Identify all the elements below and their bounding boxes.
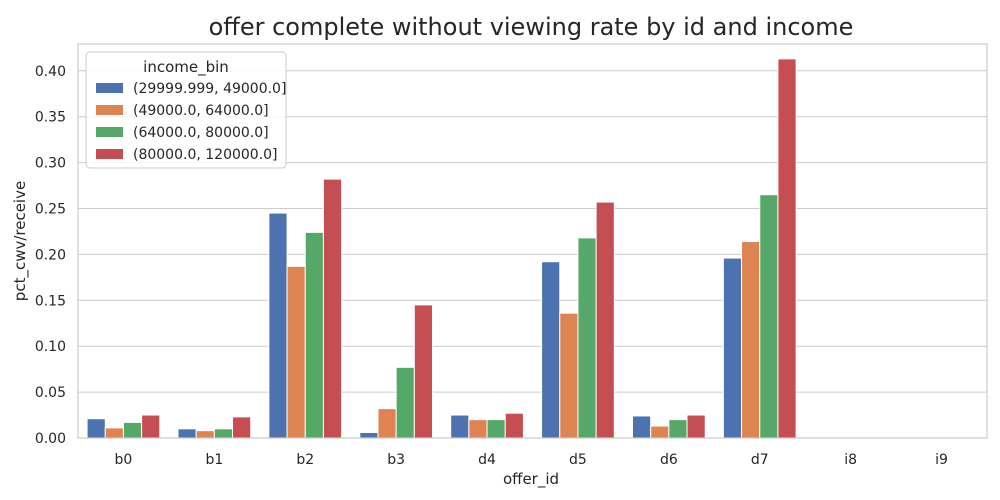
bar bbox=[486, 419, 506, 439]
bar bbox=[104, 427, 124, 439]
bar bbox=[595, 201, 615, 439]
legend-swatch bbox=[96, 105, 123, 115]
bar bbox=[413, 304, 434, 439]
bar bbox=[359, 431, 379, 439]
y-axis-ticks: 0.00 0.05 0.10 0.15 0.20 0.25 0.30 0.35 0.40 bbox=[35, 64, 66, 447]
chart-title: offer complete without viewing rate by i… bbox=[209, 13, 854, 41]
bar bbox=[541, 261, 561, 439]
x-tick-label: i8 bbox=[844, 452, 857, 468]
x-tick-label: b1 bbox=[205, 452, 223, 468]
x-tick-label: d7 bbox=[751, 452, 769, 468]
legend: income_bin (29999.999, 49000.0] (49000.0,… bbox=[85, 51, 287, 169]
bar bbox=[559, 312, 579, 439]
x-axis-label: offer_id bbox=[503, 470, 559, 489]
plot-frame bbox=[77, 43, 988, 439]
bar bbox=[286, 265, 306, 439]
y-tick-label: 0.15 bbox=[35, 293, 66, 309]
bar bbox=[195, 430, 215, 439]
bar bbox=[450, 414, 470, 439]
bar bbox=[86, 418, 106, 439]
legend-label: (64000.0, 80000.0] bbox=[133, 125, 269, 141]
x-tick-label: d6 bbox=[660, 452, 678, 468]
bar bbox=[322, 178, 343, 439]
y-tick-label: 0.00 bbox=[35, 431, 66, 447]
bar bbox=[577, 237, 597, 439]
y-tick-label: 0.20 bbox=[35, 247, 66, 263]
legend-title: income_bin bbox=[143, 58, 229, 77]
legend-swatch bbox=[96, 83, 123, 93]
bar bbox=[759, 194, 779, 439]
bar bbox=[141, 414, 161, 439]
bar bbox=[504, 412, 524, 439]
y-axis-label: pct_cwv/receive bbox=[11, 181, 30, 301]
x-tick-label: b2 bbox=[296, 452, 314, 468]
bar bbox=[232, 416, 252, 439]
x-axis-ticks: b0 b1 b2 b3 d4 d5 d6 d7 i8 i9 bbox=[115, 452, 948, 468]
legend-label: (80000.0, 120000.0] bbox=[133, 147, 278, 163]
x-tick-label: d4 bbox=[478, 452, 496, 468]
bar bbox=[395, 366, 415, 439]
bar bbox=[741, 241, 761, 439]
bar bbox=[177, 428, 197, 439]
legend-label: (29999.999, 49000.0] bbox=[133, 81, 286, 97]
x-tick-label: d5 bbox=[569, 452, 587, 468]
bar bbox=[777, 58, 797, 439]
legend-label: (49000.0, 64000.0] bbox=[133, 103, 269, 119]
bars bbox=[86, 58, 797, 439]
legend-swatch bbox=[96, 149, 123, 159]
x-tick-label: i9 bbox=[935, 452, 948, 468]
legend-items: (29999.999, 49000.0] (49000.0, 64000.0] (6… bbox=[96, 81, 286, 163]
legend-box bbox=[85, 51, 287, 169]
bar bbox=[268, 212, 288, 439]
legend-swatch bbox=[96, 127, 123, 137]
y-tick-label: 0.30 bbox=[35, 156, 66, 172]
x-tick-label: b0 bbox=[115, 452, 133, 468]
y-tick-label: 0.40 bbox=[35, 64, 66, 80]
x-tick-label: b3 bbox=[387, 452, 405, 468]
bar bbox=[668, 419, 688, 439]
bar bbox=[377, 408, 397, 439]
bar bbox=[722, 257, 743, 439]
bar bbox=[650, 425, 670, 439]
bar bbox=[468, 419, 488, 439]
bar bbox=[122, 421, 143, 439]
bar bbox=[213, 428, 234, 439]
y-tick-label: 0.10 bbox=[35, 339, 66, 355]
y-tick-label: 0.35 bbox=[35, 110, 66, 126]
bar bbox=[631, 415, 652, 439]
y-tick-label: 0.25 bbox=[35, 202, 66, 218]
bar bbox=[686, 414, 706, 439]
y-tick-label: 0.05 bbox=[35, 385, 66, 401]
bar bbox=[304, 231, 324, 439]
